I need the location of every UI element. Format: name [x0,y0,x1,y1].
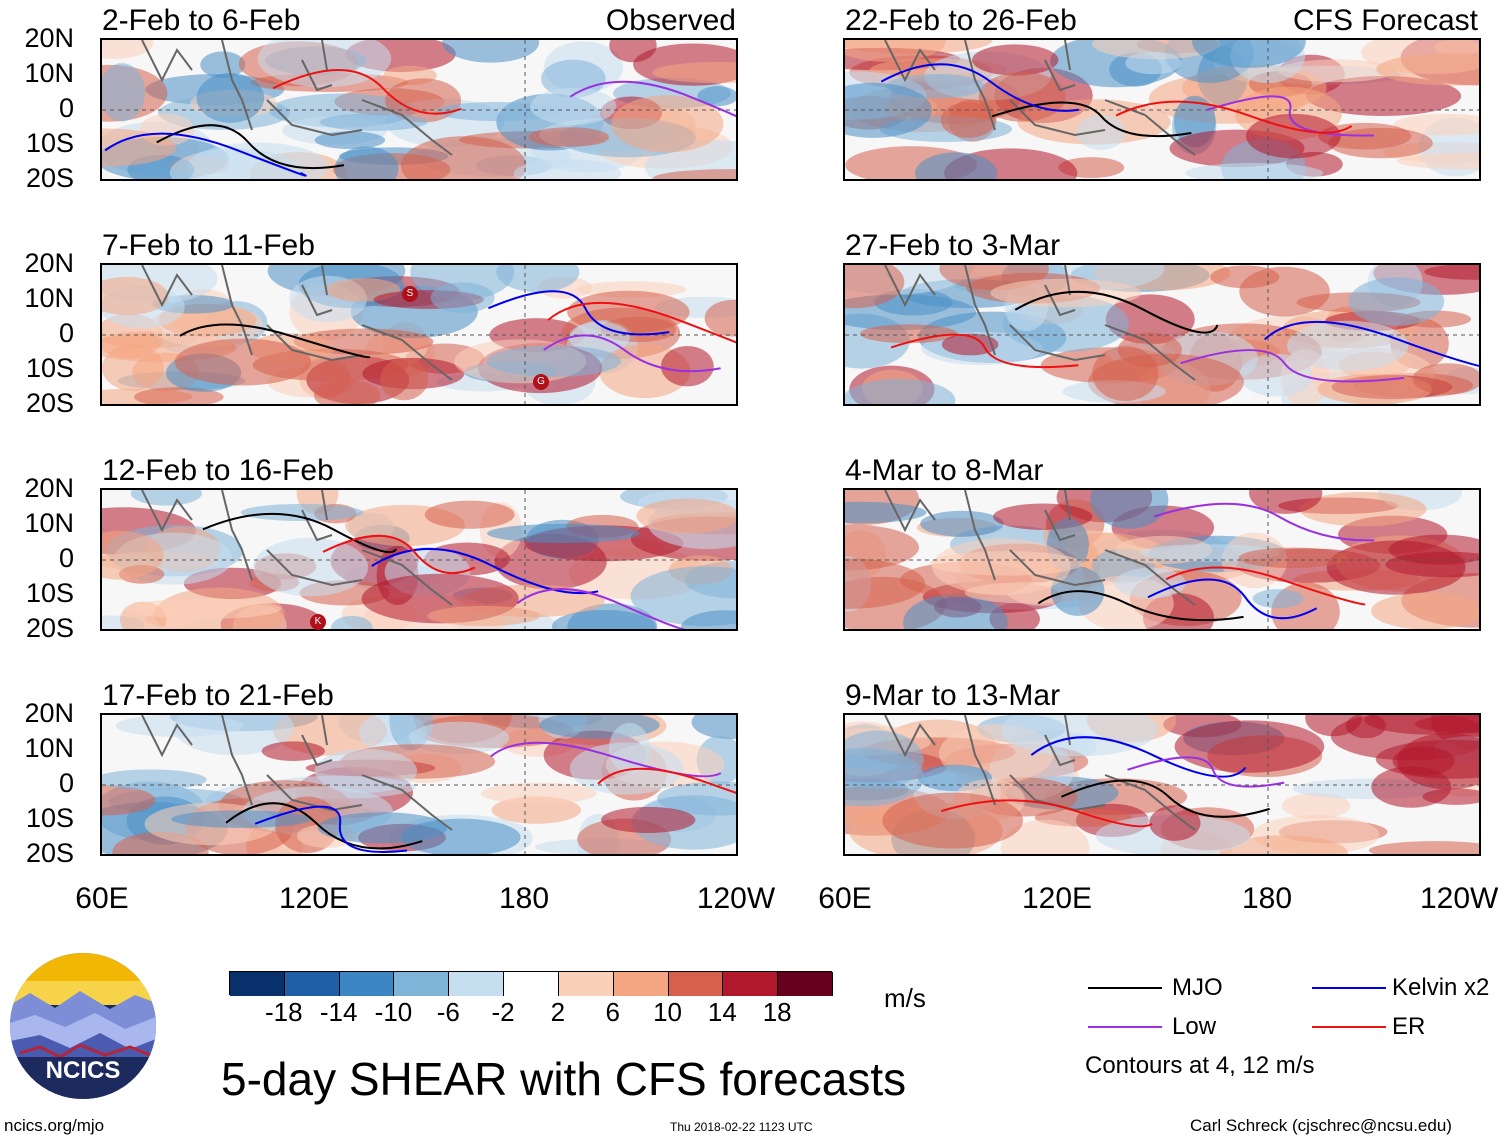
panel-title-right-2: 27-Feb to 3-Mar [845,229,1061,262]
x-tick-left-120e: 120E [278,882,350,915]
y-tick-label: 20N [24,248,74,278]
y-tick-label: 10N [24,283,74,313]
y-tick-label: 10S [25,803,74,833]
footer-url[interactable]: ncics.org/mjo [4,1116,105,1135]
footer-author: Carl Schreck (cjschrec@ncsu.edu) [1190,1116,1452,1135]
y-tick-label: 0 [58,768,74,798]
colorbar-tick-label: -14 [319,997,358,1027]
storm-marker: K [310,614,326,630]
y-tick-label: 0 [58,543,74,573]
colorbar-swatch [284,972,340,996]
legend-note: Contours at 4, 12 m/s [1085,1052,1315,1079]
storm-marker: S [402,286,418,302]
panel-title-left-2: 7-Feb to 11-Feb [102,229,315,262]
colorbar-swatch [723,972,779,996]
map-panel-left-1 [100,38,738,181]
colorbar-tick-label: -18 [265,997,303,1027]
map-panel-left-2 [100,263,738,406]
shear-field [845,265,1479,404]
panel-title-right-4: 9-Mar to 13-Mar [845,679,1061,712]
legend-label-er: ER [1392,1013,1426,1040]
panel-title-left-1: 2-Feb to 6-Feb [102,4,301,37]
colorbar-swatch [394,972,450,996]
storm-marker: G [533,374,549,390]
x-tick-right-120e: 120E [1021,882,1093,915]
panel-title-left-4: 17-Feb to 21-Feb [102,679,334,712]
y-tick-label: 20N [24,473,74,503]
y-tick-label: 10N [24,58,74,88]
y-tick-label: 20S [25,163,74,193]
legend-line-er [1312,1026,1386,1028]
y-tick-label: 10N [24,508,74,538]
map-panel-right-3 [843,488,1481,631]
colorbar-tick-label: 18 [762,997,792,1027]
ncics-logo: NCICS [10,953,156,1099]
y-tick-label: 20N [24,23,74,53]
shear-field [102,265,736,404]
map-panel-right-1 [843,38,1481,181]
colorbar-tick-label: -6 [436,997,460,1027]
colorbar-tick-label: 6 [605,997,620,1027]
observed-label: Observed [605,4,736,37]
colorbar-swatch [613,972,669,996]
map-panel-right-2 [843,263,1481,406]
legend-line-mjo [1088,987,1162,989]
shear-field [102,715,736,854]
y-tick-label: 10S [25,353,74,383]
y-tick-label: 20N [24,698,74,728]
colorbar-swatch [504,972,559,996]
shear-field [102,490,736,629]
colorbar-tick-label: -2 [491,997,515,1027]
map-panel-left-3 [100,488,738,631]
x-tick-left-180: 180 [498,882,550,915]
panel-title-right-3: 4-Mar to 8-Mar [845,454,1044,487]
colorbar-swatch [449,972,505,996]
map-panel-right-4 [843,713,1481,856]
y-tick-label: 10N [24,733,74,763]
legend-line-low [1088,1026,1162,1028]
legend-label-low: Low [1172,1013,1217,1040]
shear-field [845,40,1479,179]
x-tick-left-120w: 120W [696,882,776,915]
x-tick-right-180: 180 [1241,882,1293,915]
cfs-forecast-label: CFS Forecast [1292,4,1478,37]
shear-field [845,715,1479,854]
legend-label-kelvin: Kelvin x2 [1392,974,1490,1001]
panel-title-right-1: 22-Feb to 26-Feb [845,4,1077,37]
x-tick-right-120w: 120W [1420,882,1499,915]
colorbar-tick-label: -10 [374,997,413,1027]
panel-title-left-3: 12-Feb to 16-Feb [102,454,334,487]
colorbar-swatch [778,972,833,996]
main-title: 5-day SHEAR with CFS forecasts [221,1053,907,1105]
x-tick-right-60e: 60E [818,882,872,915]
logo-text: NCICS [45,1057,121,1084]
colorbar-swatch [668,972,724,996]
colorbar-swatch [339,972,395,996]
colorbar-tick-label: 2 [550,997,566,1027]
colorbar-tick-label: 14 [707,997,737,1027]
colorbar-tick-label: 10 [653,997,682,1027]
y-tick-label: 0 [58,318,74,348]
colorbar [229,971,833,996]
y-tick-label: 0 [58,93,74,123]
y-tick-label: 20S [25,838,74,868]
colorbar-unit: m/s [884,983,926,1013]
y-tick-label: 20S [25,613,74,643]
map-panel-left-4 [100,713,738,856]
y-tick-label: 10S [25,128,74,158]
shear-field [845,490,1479,629]
y-tick-label: 20S [25,388,74,418]
x-tick-left-60e: 60E [75,882,129,915]
colorbar-swatch [558,972,614,996]
shear-field [102,40,736,179]
footer-timestamp: Thu 2018-02-22 1123 UTC [670,1120,813,1134]
legend-line-kelvin [1312,987,1386,989]
y-tick-label: 10S [25,578,74,608]
legend-label-mjo: MJO [1172,974,1223,1001]
colorbar-swatch [230,972,285,996]
